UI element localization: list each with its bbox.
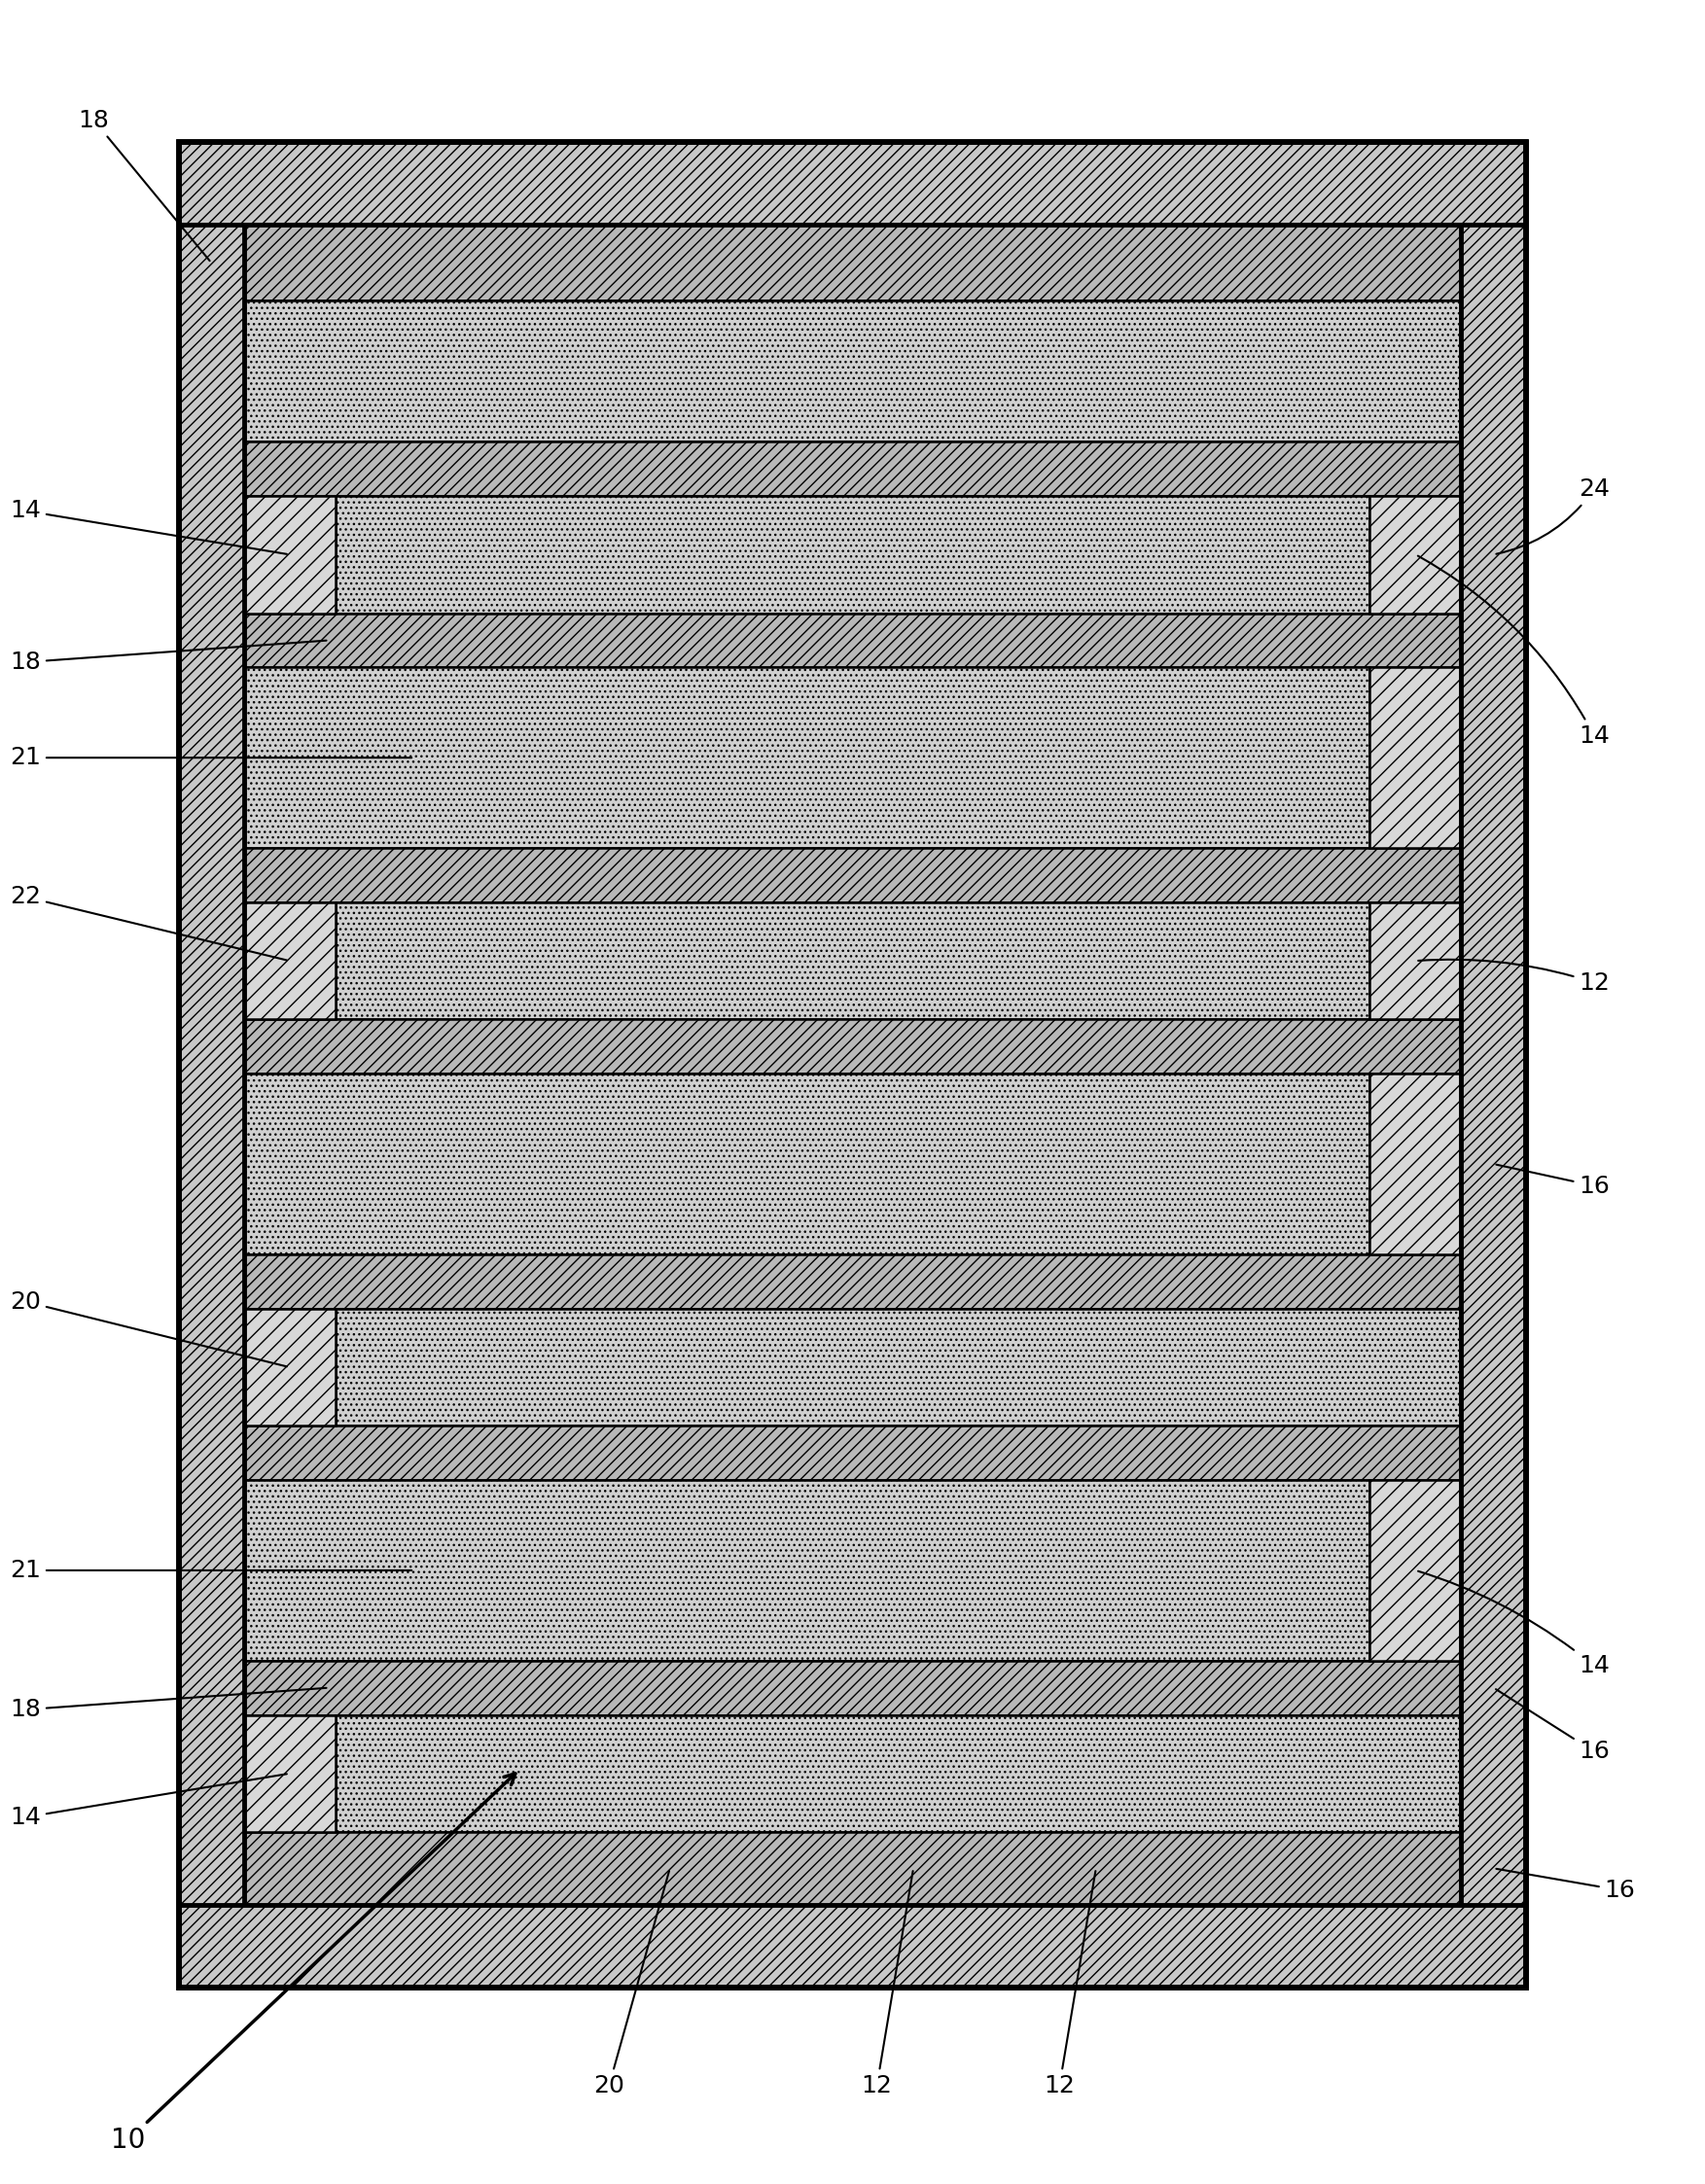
Bar	[244, 1426, 1461, 1481]
Text: 14: 14	[1419, 1570, 1610, 1677]
Bar	[244, 614, 1461, 668]
Text: 12: 12	[1419, 959, 1610, 994]
Bar	[336, 902, 1369, 1020]
Text: 16: 16	[1497, 1164, 1610, 1197]
Bar	[244, 1075, 1369, 1254]
Bar	[244, 1660, 1461, 1714]
Text: 24: 24	[1497, 478, 1610, 555]
Text: 14: 14	[1419, 557, 1610, 747]
Text: 14: 14	[10, 1773, 286, 1828]
Bar	[244, 668, 1369, 847]
Text: 16: 16	[1495, 1688, 1610, 1762]
Bar	[244, 1020, 1461, 1075]
Text: 20: 20	[593, 1872, 668, 2097]
Bar	[244, 496, 336, 614]
Bar	[336, 1308, 1461, 1426]
Bar	[244, 902, 336, 1020]
Bar	[244, 1714, 336, 1832]
Text: 12: 12	[1043, 1872, 1096, 2097]
Bar	[1369, 496, 1461, 614]
Text: 18: 18	[10, 1688, 326, 1721]
Text: 21: 21	[10, 747, 411, 769]
Bar	[244, 1481, 1369, 1660]
Bar	[1369, 1481, 1461, 1660]
Bar	[244, 1832, 1461, 1904]
Bar	[244, 1308, 336, 1426]
Text: 14: 14	[10, 500, 286, 555]
Bar	[1369, 668, 1461, 847]
Text: 18: 18	[10, 640, 326, 675]
Bar	[244, 225, 1461, 1904]
Bar	[179, 142, 1526, 225]
Bar	[336, 1714, 1461, 1832]
Bar	[244, 225, 1461, 301]
Bar	[179, 1904, 1526, 1987]
Bar	[244, 847, 1461, 902]
Bar	[244, 1254, 1461, 1308]
Bar	[1369, 1075, 1461, 1254]
Bar	[179, 142, 244, 1987]
Bar	[336, 496, 1369, 614]
Bar	[1369, 902, 1461, 1020]
Bar	[244, 301, 1461, 441]
Text: 10: 10	[111, 1773, 515, 2153]
Bar	[179, 142, 1526, 1987]
Bar	[244, 441, 1461, 496]
Text: 22: 22	[10, 885, 286, 961]
Bar	[1461, 142, 1526, 1987]
Text: 16: 16	[1497, 1870, 1635, 1902]
Bar	[179, 142, 1526, 1987]
Text: 21: 21	[10, 1559, 411, 1581]
Text: 18: 18	[78, 109, 210, 260]
Text: 20: 20	[10, 1291, 286, 1367]
Text: 12: 12	[861, 1872, 912, 2097]
